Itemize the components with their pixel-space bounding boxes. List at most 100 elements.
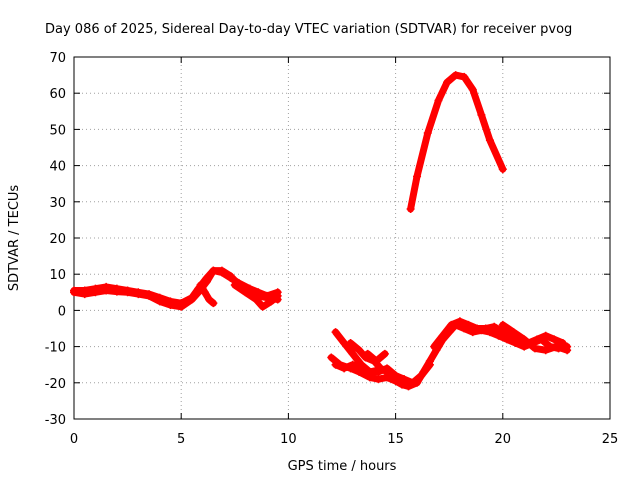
series-line [197,281,217,307]
data-point [374,375,383,384]
data-point [177,299,186,308]
data-point [434,96,443,105]
series-line [407,71,507,213]
x-tick-label: 0 [70,432,78,447]
data-point [331,328,340,337]
data-point [102,282,111,291]
data-point [550,335,559,344]
data-point [464,320,473,329]
data-point [363,349,372,358]
data-point [498,320,507,329]
data-point [134,288,143,297]
x-tick-label: 15 [387,432,404,447]
y-tick-label: 50 [49,123,66,138]
data-point [541,331,550,340]
data-point [520,335,529,344]
data-point [217,268,226,277]
data-point [485,136,494,145]
data-point [155,293,164,302]
data-point [498,165,507,174]
ticks: 0 5 10 15 20 25 -30 -20 -10 0 10 20 30 40 50 60 70 [45,51,619,447]
y-tick-label: 30 [49,196,66,211]
data-point [413,172,422,181]
data-point [273,291,282,300]
data-point [473,324,482,333]
data-point [226,273,235,282]
data-point [348,349,357,358]
y-tick-label: -20 [45,377,66,392]
data-point [327,353,336,362]
data-point [406,205,415,214]
y-tick-label: 20 [49,232,66,247]
data-point [267,297,276,306]
data-point [460,72,469,81]
data-point [200,288,209,297]
data-point [376,364,385,373]
data-point [365,367,374,376]
y-axis-label: SDTVAR / TECUs [7,185,22,292]
data-point [258,302,267,311]
data-point [443,78,452,87]
x-tick-label: 25 [602,432,619,447]
data-point [477,110,486,119]
chart-title: Day 086 of 2025, Sidereal Day-to-day VTE… [45,22,572,37]
grid [74,57,610,419]
series-segment-2e [363,349,389,366]
data-point [455,317,464,326]
data-point [196,281,205,290]
series-line [70,267,282,307]
series-line [430,317,567,351]
data-point [80,286,89,295]
series-line [231,281,282,311]
y-tick-label: 70 [49,51,66,66]
data-point [91,284,100,293]
data-point [563,346,572,355]
data-point [205,295,214,304]
data-point [509,328,518,337]
data-point [380,349,389,358]
data-point [112,284,121,293]
data-point [187,293,196,302]
data-point [430,342,439,351]
data-point [498,328,507,337]
data-point [230,281,239,290]
data-point [391,371,400,380]
data-point [357,360,366,369]
data-point [209,266,218,275]
data-point [254,288,263,297]
y-tick-label: 60 [49,87,66,102]
data-point [166,297,175,306]
x-tick-label: 5 [177,432,185,447]
data-point [425,357,434,366]
data-point [241,288,250,297]
data-point [145,290,154,299]
data-point [340,364,349,373]
y-tick-label: 0 [58,304,66,319]
data-point [202,273,211,282]
series-segment-1c [230,281,282,311]
x-axis-label: GPS time / hours [288,459,397,474]
data-point [372,357,381,366]
data-point [383,367,392,376]
series-segment-3c [498,320,572,355]
data-point [541,346,550,355]
y-tick-label: 10 [49,268,66,283]
data-point [490,322,499,331]
data-point [262,291,271,300]
y-tick-label: -30 [45,413,66,428]
x-tick-label: 10 [280,432,297,447]
data-point [331,360,340,369]
data-point [252,295,261,304]
y-tick-label: -10 [45,341,66,356]
data-point [468,85,477,94]
data-point [123,286,132,295]
data-point [423,129,432,138]
data-point [400,375,409,384]
data-point [447,320,456,329]
data-point [481,324,490,333]
series-segment-1b [70,266,282,308]
data-point [70,286,78,295]
series-segment-4 [406,71,507,214]
series-segment-3b [430,317,567,351]
